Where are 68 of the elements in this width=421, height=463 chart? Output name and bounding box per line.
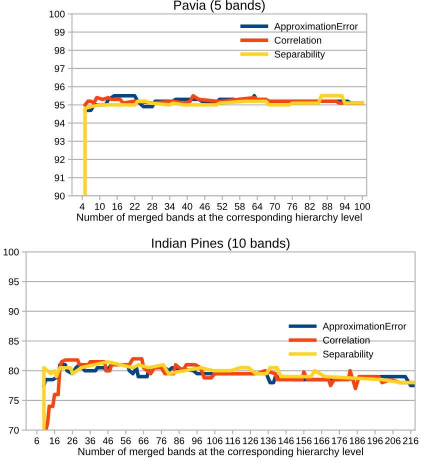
legend-label: ApproximationError — [322, 322, 406, 332]
x-tick-label: 216 — [403, 437, 418, 444]
x-tick-label: 70 — [270, 203, 280, 210]
x-tick-label: 126 — [243, 437, 258, 444]
legend-label: Separability — [274, 50, 325, 60]
chart-title: Indian Pines (10 bands) — [152, 238, 290, 250]
y-tick-label: 100 — [50, 10, 65, 18]
y-tick-label: 70 — [8, 426, 19, 434]
x-tick-label: 88 — [322, 203, 332, 210]
x-tick-label: 176 — [332, 437, 348, 444]
x-tick-label: 166 — [314, 437, 330, 444]
y-tick-label: 92 — [54, 156, 65, 164]
chart-title: Pavia (5 bands) — [174, 0, 265, 12]
x-axis-title: Number of merged bands at the corresponding hierarchy level — [77, 213, 362, 223]
x-tick-label: 16 — [112, 203, 122, 210]
x-tick-label: 206 — [385, 437, 401, 444]
x-tick-label: 196 — [368, 437, 383, 444]
x-tick-label: 16 — [50, 437, 60, 444]
x-tick-label: 36 — [85, 437, 96, 444]
x-tick-label: 6 — [34, 437, 40, 444]
x-tick-label: 34 — [164, 203, 175, 210]
x-tick-label: 28 — [147, 203, 158, 210]
x-tick-label: 22 — [130, 203, 140, 210]
x-tick-label: 52 — [217, 203, 228, 210]
x-tick-label: 10 — [95, 203, 105, 210]
x-tick-label: 82 — [304, 203, 315, 210]
y-tick-label: 90 — [54, 192, 65, 200]
x-tick-label: 96 — [192, 437, 202, 444]
x-tick-label: 64 — [252, 203, 262, 210]
y-tick-label: 99 — [54, 28, 65, 36]
x-tick-label: 86 — [174, 437, 184, 444]
x-tick-label: 66 — [138, 437, 149, 444]
y-tick-label: 95 — [8, 278, 19, 286]
y-tick-label: 97 — [54, 65, 65, 72]
legend-label: ApproximationError — [274, 22, 358, 32]
x-tick-label: 156 — [296, 437, 312, 444]
y-tick-label: 90 — [8, 308, 19, 315]
legend-label: Correlation — [274, 36, 322, 44]
y-tick-label: 98 — [54, 47, 65, 54]
y-tick-label: 91 — [54, 174, 65, 182]
legend-label: Correlation — [323, 336, 370, 344]
x-tick-label: 40 — [182, 203, 192, 210]
x-tick-label: 76 — [156, 437, 166, 444]
x-tick-label: 46 — [102, 437, 113, 444]
x-tick-label: 46 — [200, 203, 210, 210]
x-tick-label: 136 — [260, 437, 276, 444]
x-axis-title: Number of merged bands at the corresponding hierarchy level — [78, 448, 363, 458]
y-tick-label: 75 — [8, 397, 19, 404]
y-tick-label: 96 — [54, 83, 65, 90]
legend-label: Separability — [323, 350, 374, 360]
x-tick-label: 186 — [350, 437, 365, 444]
y-tick-label: 95 — [54, 102, 65, 108]
y-tick-label: 94 — [54, 120, 65, 127]
x-tick-label: 116 — [226, 437, 240, 444]
x-tick-label: 58 — [234, 203, 245, 210]
x-tick-label: 4 — [80, 203, 85, 210]
y-tick-label: 80 — [8, 367, 19, 374]
x-tick-label: 100 — [354, 203, 370, 210]
x-tick-label: 146 — [278, 437, 294, 444]
x-tick-label: 94 — [340, 203, 350, 210]
x-tick-label: 106 — [207, 437, 222, 444]
y-tick-label: 100 — [4, 248, 19, 256]
x-tick-label: 76 — [287, 203, 298, 210]
y-tick-label: 93 — [54, 138, 65, 145]
x-tick-label: 26 — [67, 437, 78, 444]
x-tick-label: 56 — [120, 437, 131, 444]
y-tick-label: 85 — [8, 338, 19, 345]
line-series — [83, 94, 364, 196]
